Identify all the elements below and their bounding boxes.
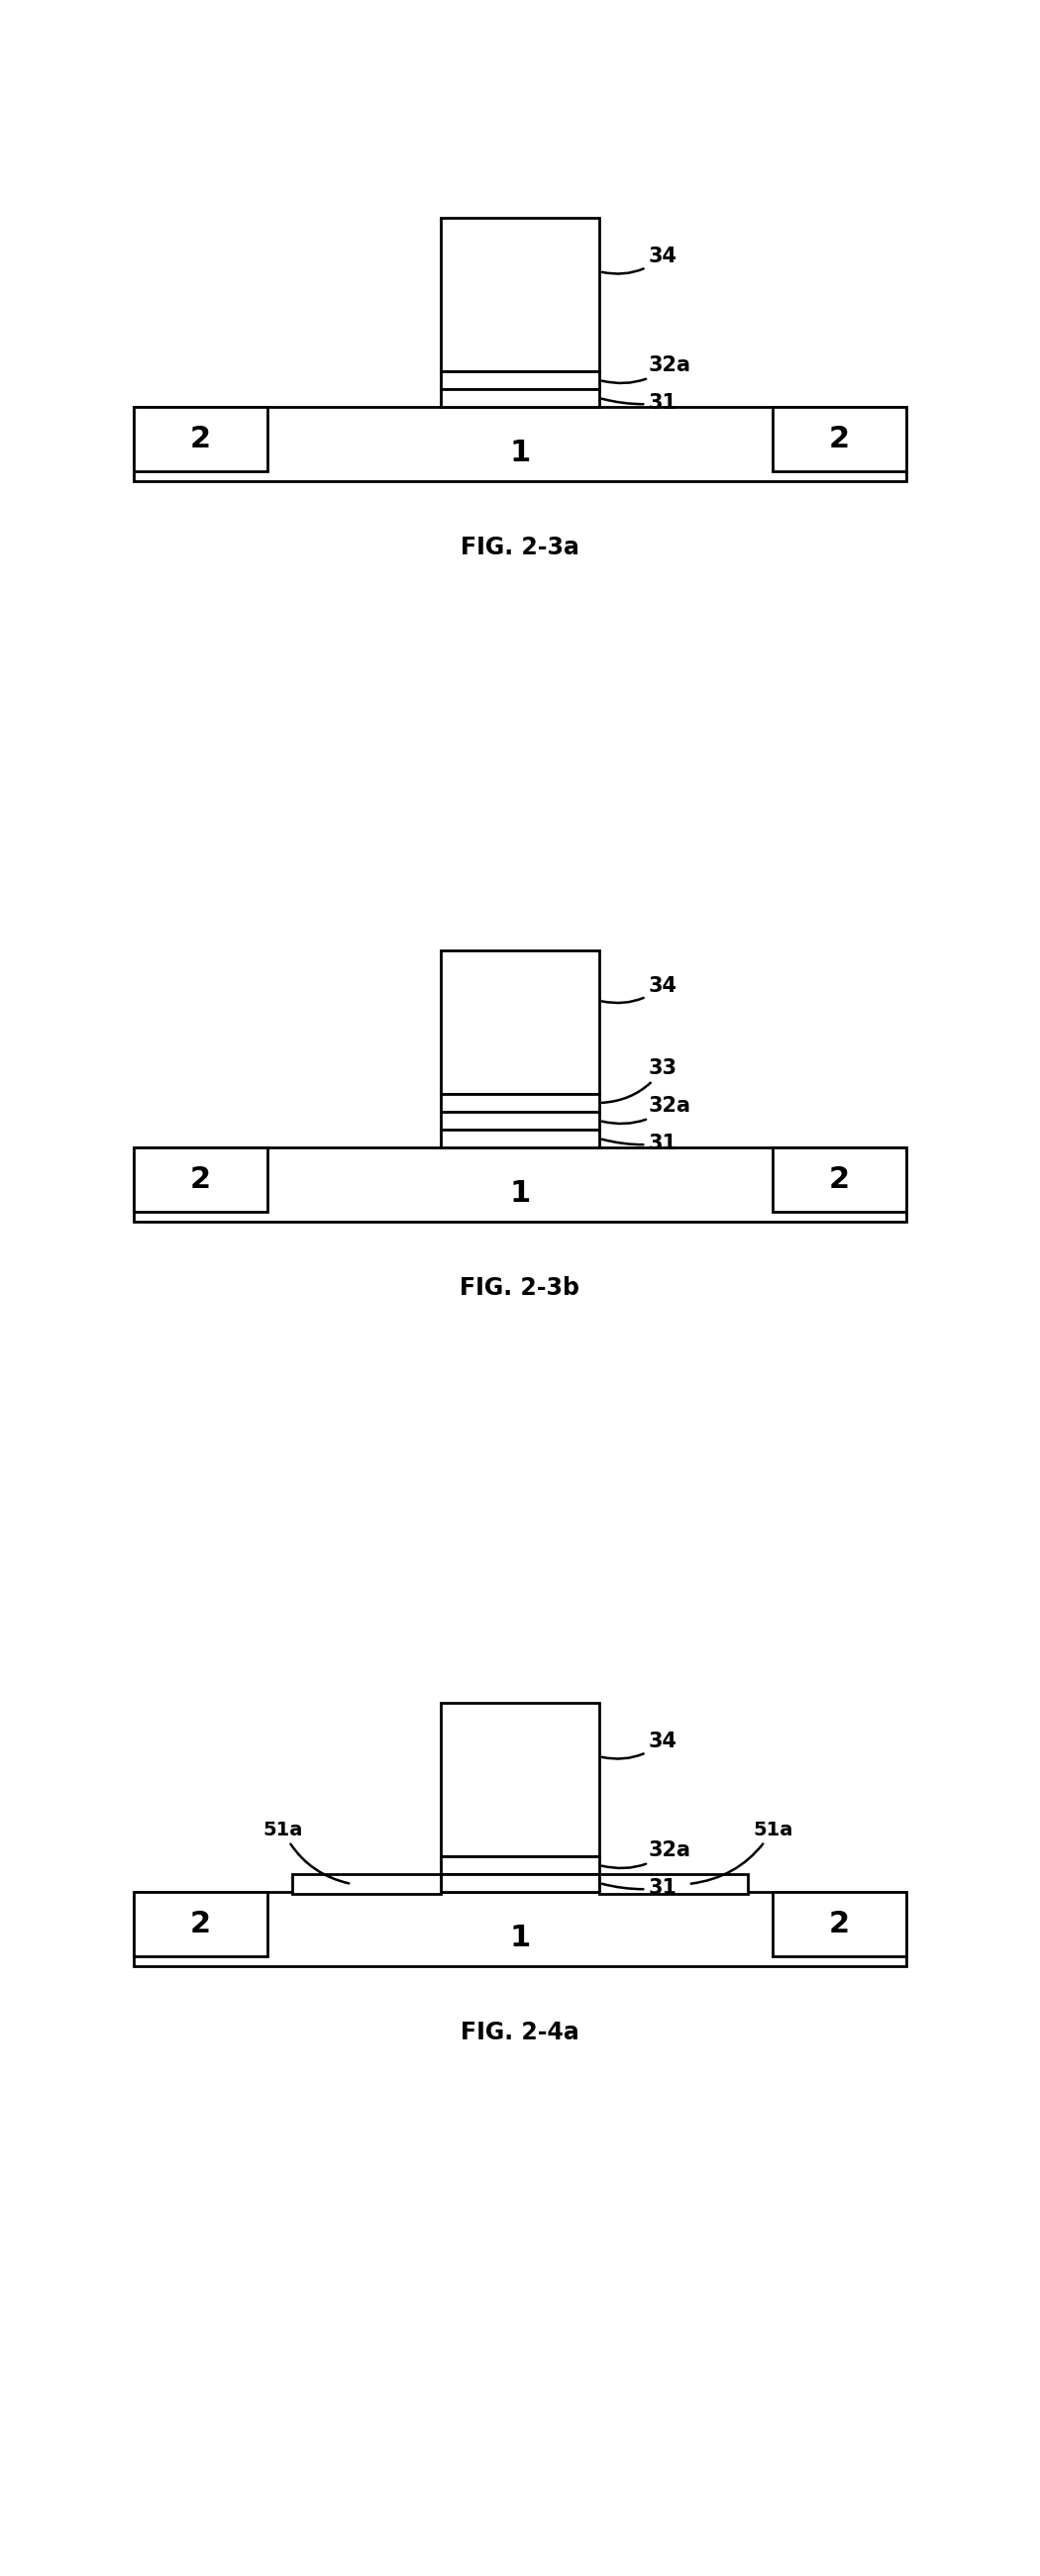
Bar	[134, 1891, 267, 1955]
Bar	[441, 389, 599, 407]
Bar	[773, 407, 906, 471]
Bar	[441, 1131, 599, 1146]
Bar	[441, 951, 599, 1095]
Bar	[773, 1146, 906, 1211]
Bar	[441, 1095, 599, 1113]
Bar	[134, 1146, 906, 1221]
Text: 32a: 32a	[602, 355, 692, 384]
Bar	[134, 407, 267, 471]
Text: FIG. 2-3a: FIG. 2-3a	[461, 536, 579, 559]
Text: 33: 33	[602, 1059, 677, 1103]
Text: 2: 2	[829, 425, 850, 453]
Bar	[599, 1875, 748, 1893]
Text: 31: 31	[602, 1133, 677, 1154]
Text: FIG. 2-3b: FIG. 2-3b	[460, 1275, 580, 1301]
Text: 51a: 51a	[692, 1821, 792, 1883]
Text: 34: 34	[602, 247, 677, 273]
Bar	[134, 1146, 267, 1211]
Bar	[134, 1891, 906, 1965]
Text: 32a: 32a	[602, 1095, 692, 1123]
Text: 2: 2	[190, 1164, 211, 1193]
Text: 34: 34	[602, 1731, 677, 1759]
Text: 34: 34	[602, 976, 677, 1002]
Text: 2: 2	[190, 1909, 211, 1937]
Bar	[441, 1113, 599, 1131]
Text: 32a: 32a	[602, 1839, 692, 1868]
Bar	[773, 1891, 906, 1955]
Bar	[441, 371, 599, 389]
Text: 51a: 51a	[262, 1821, 349, 1883]
Text: 1: 1	[510, 1924, 530, 1953]
Bar	[441, 1857, 599, 1875]
Bar	[441, 219, 599, 371]
Bar	[292, 1875, 441, 1893]
Text: 2: 2	[190, 425, 211, 453]
Text: 2: 2	[829, 1164, 850, 1193]
Text: 2: 2	[829, 1909, 850, 1937]
Bar	[441, 1703, 599, 1857]
Text: 1: 1	[510, 438, 530, 466]
Bar	[134, 407, 906, 482]
Bar	[441, 1875, 599, 1891]
Text: 31: 31	[602, 394, 677, 412]
Text: FIG. 2-4a: FIG. 2-4a	[461, 2020, 579, 2045]
Text: 1: 1	[510, 1180, 530, 1208]
Text: 31: 31	[602, 1878, 677, 1899]
